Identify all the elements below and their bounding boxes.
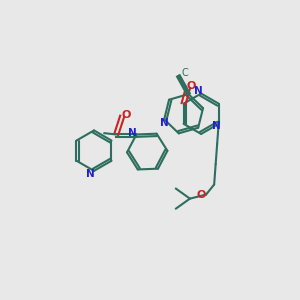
Text: C: C bbox=[182, 68, 188, 78]
Text: N: N bbox=[86, 169, 95, 179]
Text: N: N bbox=[160, 118, 169, 128]
Text: N: N bbox=[128, 128, 136, 138]
Text: N: N bbox=[212, 121, 220, 131]
Text: O: O bbox=[121, 110, 130, 120]
Text: O: O bbox=[196, 190, 206, 200]
Text: O: O bbox=[187, 81, 196, 91]
Text: N: N bbox=[194, 86, 203, 96]
